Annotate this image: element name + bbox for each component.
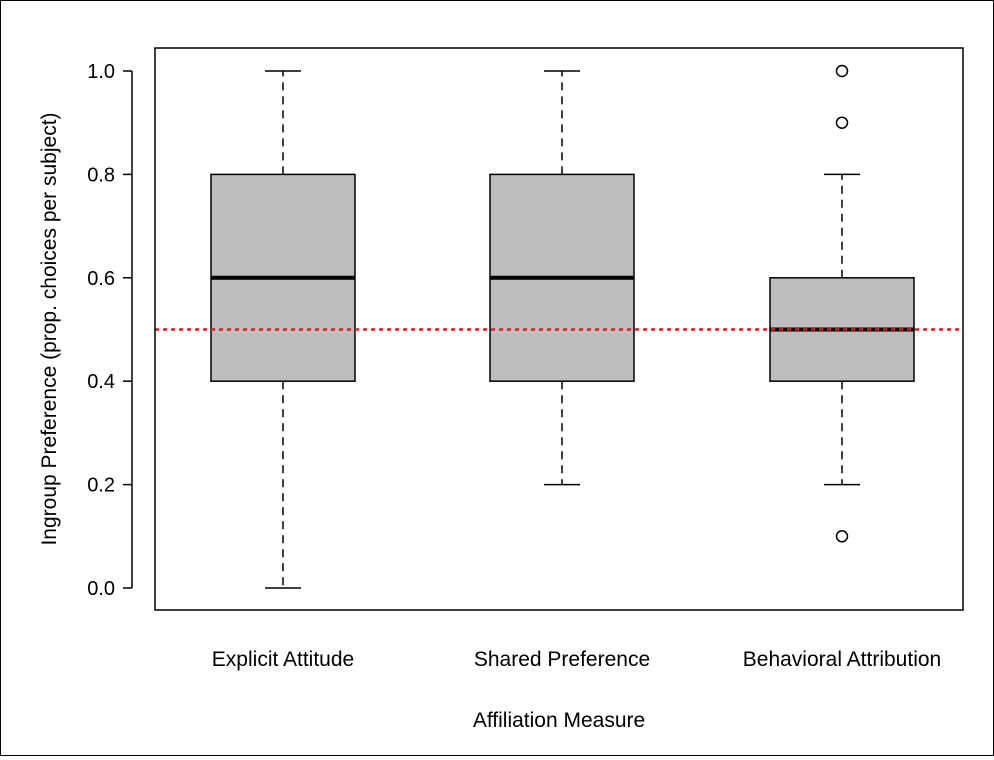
y-tick-label: 0.8 [87,164,115,186]
y-tick-label: 0.4 [87,371,115,393]
y-axis-title: Ingroup Preference (prop. choices per su… [38,112,61,545]
x-category-label: Shared Preference [474,648,650,671]
y-tick-label: 1.0 [87,61,115,83]
outlier-point [835,530,849,543]
y-tick-label: 0.0 [87,578,115,600]
y-tick-label: 0.2 [87,475,115,497]
x-category-label: Explicit Attitude [212,648,354,671]
outlier-point [835,64,849,78]
outlier-point [835,116,849,129]
x-category-label: Behavioral Attribution [743,648,941,671]
x-axis-title: Affiliation Measure [473,709,645,732]
y-tick-label: 0.6 [87,268,115,290]
plot-frame [154,47,964,611]
